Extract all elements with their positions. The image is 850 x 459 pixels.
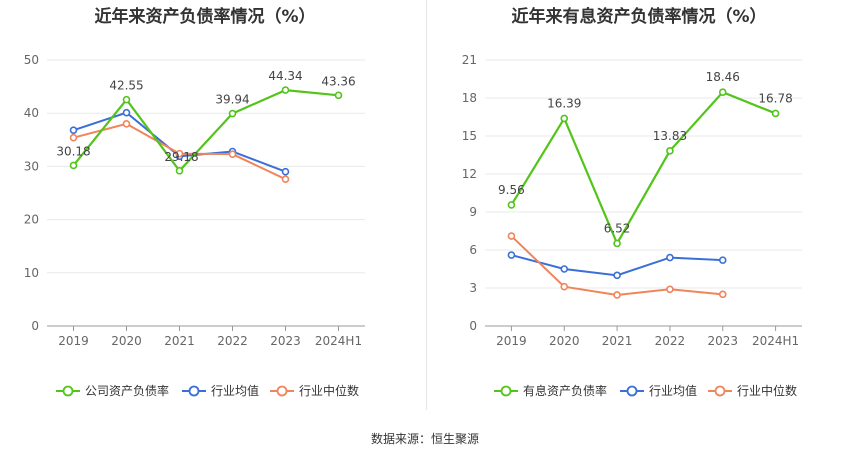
legend-label: 有息资产负债率 xyxy=(523,383,607,398)
data-point xyxy=(507,251,516,259)
legend-swatch-marker xyxy=(500,385,512,397)
y-tick-label: 40 xyxy=(24,106,39,120)
legend-swatch-marker xyxy=(188,385,200,397)
data-point xyxy=(666,285,674,294)
y-tick-label: 9 xyxy=(469,205,477,219)
legend-swatch-marker xyxy=(62,385,74,397)
chart-divider xyxy=(426,0,427,410)
data-point xyxy=(560,282,569,291)
legend-swatch-marker xyxy=(626,385,638,397)
y-tick-label: 20 xyxy=(24,213,39,227)
data-label: 42.55 xyxy=(109,79,143,93)
x-tick-label: 2020 xyxy=(111,334,142,348)
y-tick-label: 0 xyxy=(469,319,477,333)
x-tick-label: 2022 xyxy=(217,334,248,348)
data-point xyxy=(560,265,569,273)
data-point xyxy=(175,149,184,158)
right-chart-title: 近年来有息资产负债率情况（%） xyxy=(511,7,767,27)
data-source-note: 数据来源：恒生聚源 xyxy=(370,432,479,446)
legend-swatch-marker xyxy=(276,385,288,397)
left-chart-title: 近年来资产负债率情况（%） xyxy=(94,7,316,27)
y-tick-label: 18 xyxy=(462,91,477,105)
data-point xyxy=(613,271,621,280)
x-tick-label: 2021 xyxy=(164,334,195,348)
data-point xyxy=(69,161,78,170)
data-label: 43.36 xyxy=(321,74,355,88)
x-tick-label: 2019 xyxy=(58,334,89,348)
data-label: 6.52 xyxy=(604,221,631,235)
data-point xyxy=(122,95,131,104)
x-tick-label: 2023 xyxy=(707,334,738,348)
data-label: 16.39 xyxy=(547,96,581,110)
data-point xyxy=(613,239,621,248)
y-tick-label: 15 xyxy=(462,129,477,143)
data-point xyxy=(175,166,184,175)
data-label: 18.46 xyxy=(706,70,740,84)
legend-label: 行业均值 xyxy=(649,383,697,398)
x-tick-label: 2021 xyxy=(602,334,633,348)
data-point xyxy=(122,108,131,117)
data-label: 29.18 xyxy=(164,150,198,164)
data-label: 16.78 xyxy=(758,91,792,105)
x-tick-label: 2023 xyxy=(270,334,301,348)
data-point xyxy=(281,167,290,176)
legend-swatch-marker xyxy=(714,385,726,397)
data-point xyxy=(228,109,237,118)
data-point xyxy=(560,114,569,123)
data-label: 39.94 xyxy=(215,93,249,107)
legend-label: 公司资产负债率 xyxy=(85,383,169,398)
data-label: 44.34 xyxy=(268,69,302,83)
y-tick-label: 30 xyxy=(24,159,39,173)
x-tick-label: 2024H1 xyxy=(315,334,362,348)
y-tick-label: 21 xyxy=(462,53,477,67)
x-tick-label: 2022 xyxy=(655,334,686,348)
data-point xyxy=(69,133,78,142)
data-point xyxy=(718,256,727,264)
y-tick-label: 3 xyxy=(469,281,477,295)
data-point xyxy=(122,120,131,128)
x-tick-label: 2020 xyxy=(549,334,580,348)
legend-label: 行业中位数 xyxy=(299,383,359,398)
data-label: 13.83 xyxy=(653,129,687,143)
legend-label: 行业中位数 xyxy=(737,383,797,398)
data-point xyxy=(666,147,674,155)
data-point xyxy=(281,86,290,94)
data-point xyxy=(228,150,237,158)
series-line xyxy=(510,90,776,246)
data-point xyxy=(507,201,516,209)
data-point xyxy=(771,109,780,118)
data-label: 9.56 xyxy=(498,183,525,197)
y-tick-label: 12 xyxy=(462,167,477,181)
data-point xyxy=(666,253,674,262)
x-tick-label: 2024H1 xyxy=(752,334,799,348)
y-tick-label: 6 xyxy=(469,243,477,257)
data-point xyxy=(334,91,343,100)
y-tick-label: 50 xyxy=(24,53,39,67)
data-point xyxy=(281,175,290,183)
data-point xyxy=(718,88,727,96)
data-point xyxy=(69,126,78,135)
data-point xyxy=(613,291,621,299)
data-label: 30.18 xyxy=(56,144,90,158)
legend-label: 行业均值 xyxy=(211,383,259,398)
y-tick-label: 10 xyxy=(24,266,39,280)
x-tick-label: 2019 xyxy=(496,334,527,348)
y-tick-label: 0 xyxy=(31,319,39,333)
data-point xyxy=(507,232,516,240)
data-point xyxy=(718,290,727,299)
series-line xyxy=(72,88,339,173)
